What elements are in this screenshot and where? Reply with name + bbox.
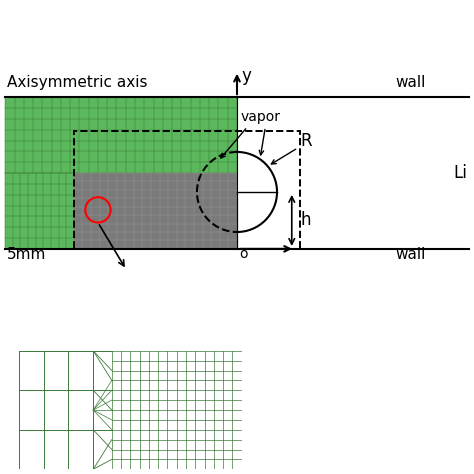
Bar <box>5 97 237 173</box>
Text: R: R <box>300 132 312 150</box>
Text: wall: wall <box>396 74 426 90</box>
Bar <box>5 173 74 249</box>
Bar <box>74 173 237 249</box>
Text: 5mm: 5mm <box>8 247 47 263</box>
Text: y: y <box>241 67 251 85</box>
Bar <box>74 131 300 249</box>
Text: Li: Li <box>453 164 467 182</box>
Text: h: h <box>300 211 310 229</box>
Text: o: o <box>239 247 247 261</box>
Text: Axisymmetric axis: Axisymmetric axis <box>8 74 148 90</box>
Text: vapor: vapor <box>240 110 280 124</box>
Text: wall: wall <box>396 247 426 263</box>
